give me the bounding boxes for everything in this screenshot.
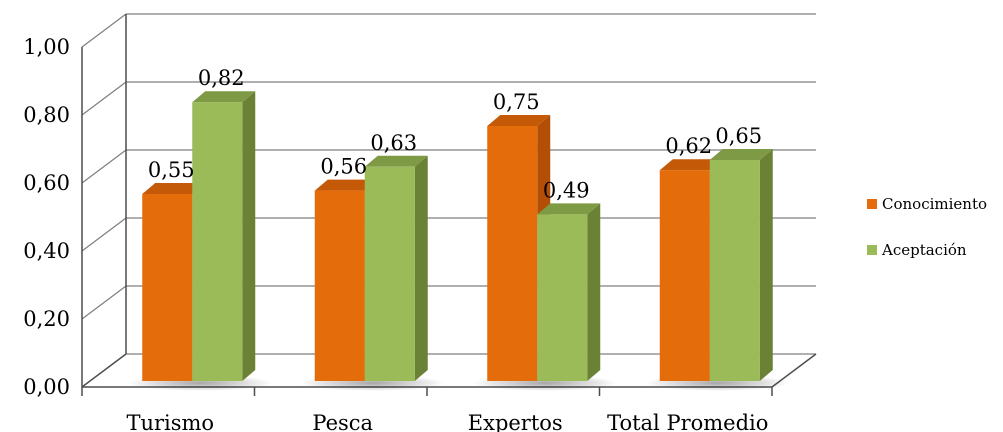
data-labels: 0,55 0,82 0,560,63 0,75 0,49 0,62 0,65	[148, 66, 762, 202]
data-label: 0,49	[543, 178, 590, 202]
legend-item: Aceptación	[867, 241, 967, 259]
legend-swatch	[867, 199, 877, 209]
y-tick-label: 0,40	[23, 239, 70, 263]
x-category-label: Pesca	[312, 411, 373, 432]
legend-label: Conocimiento	[882, 195, 987, 213]
wall-diagonal	[81, 13, 127, 48]
wall-diagonal	[81, 353, 127, 388]
wall-diagonal	[81, 217, 127, 252]
bar-front	[659, 170, 710, 381]
bar-top	[192, 91, 256, 103]
bar-conocimiento-expertos	[487, 115, 551, 381]
y-tick-label: 1,00	[23, 35, 70, 59]
legend-item: Conocimiento	[867, 195, 987, 213]
bar-side	[414, 155, 428, 381]
bar-aceptación-turismo	[192, 91, 256, 381]
bar-front	[192, 102, 243, 381]
y-tick-label: 0,00	[23, 375, 70, 399]
y-tick-label: 0,60	[23, 171, 70, 195]
bar-top	[487, 115, 551, 126]
data-label: 0,56	[320, 155, 367, 179]
x-category-label: Expertos	[468, 411, 563, 432]
wall-diagonal	[81, 81, 127, 116]
bar-front	[709, 160, 760, 381]
data-label: 0,82	[198, 66, 245, 90]
bar-front	[142, 194, 193, 381]
data-label: 0,65	[715, 124, 762, 148]
bar-top	[314, 179, 378, 191]
bar-side	[759, 149, 773, 381]
legend-swatch	[867, 245, 877, 255]
bar-top	[364, 155, 428, 167]
bar-top	[537, 203, 601, 215]
legend: Conocimiento Aceptación	[867, 195, 987, 259]
bar-aceptación-pesca	[364, 155, 428, 381]
bar-aceptación-expertos	[537, 203, 601, 381]
data-label: 0,75	[493, 90, 540, 114]
bar-side	[587, 203, 601, 381]
legend-label: Aceptación	[881, 241, 967, 259]
x-category-label: Turismo	[126, 411, 214, 432]
bar-front	[537, 214, 588, 381]
bar-aceptación-total-promedio	[709, 149, 773, 381]
wall-diagonal	[81, 149, 127, 184]
wall-diagonal	[81, 285, 127, 320]
bar-front	[314, 190, 365, 381]
bar-top	[142, 183, 206, 194]
bar-top	[709, 149, 773, 160]
bars	[142, 91, 773, 381]
data-label: 0,55	[148, 158, 195, 182]
bar-front	[364, 166, 415, 381]
y-axis-ticks: 0,00 0,20 0,40 0,60 0,80 1,00	[23, 35, 70, 399]
y-tick-label: 0,20	[23, 307, 70, 331]
y-tick-label: 0,80	[23, 103, 70, 127]
bar-top	[659, 159, 723, 171]
bar-front	[487, 126, 538, 381]
x-category-label: Total Promedio	[607, 411, 768, 432]
bar-side	[242, 91, 256, 381]
data-label: 0,63	[370, 131, 417, 155]
data-label: 0,62	[665, 134, 712, 158]
x-axis-categories: Turismo Pesca Expertos Total Promedio	[126, 411, 768, 432]
